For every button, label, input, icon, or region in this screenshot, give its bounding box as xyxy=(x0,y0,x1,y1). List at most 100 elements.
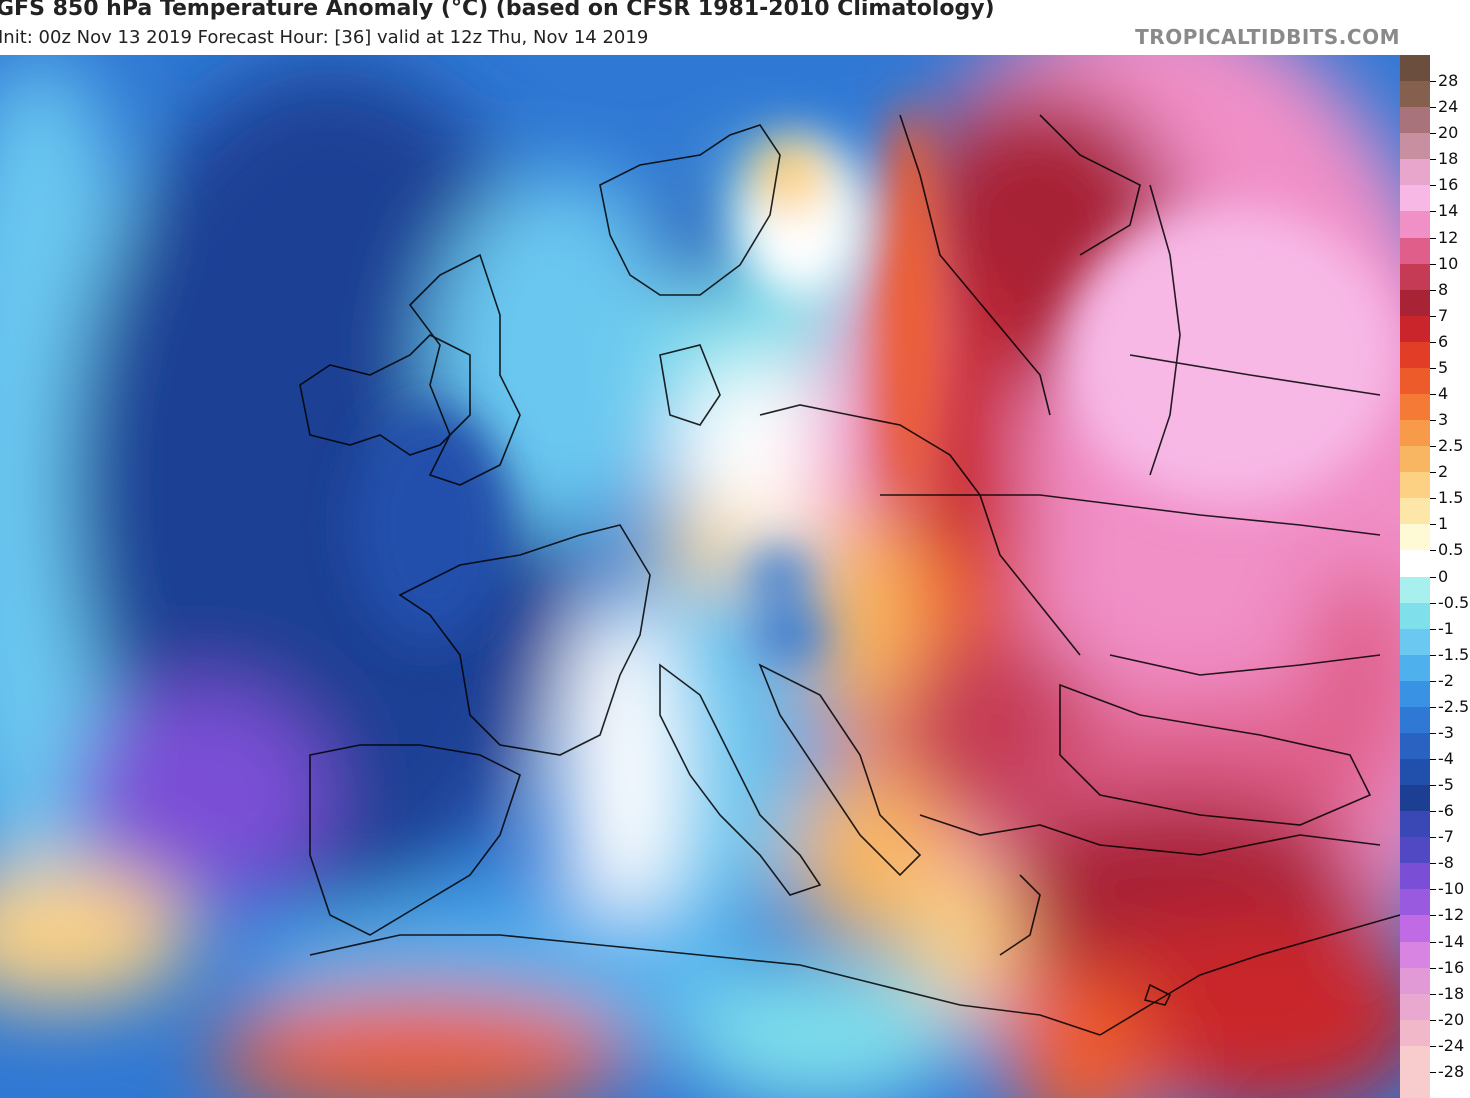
colorbar-label: 0.5 xyxy=(1438,540,1464,560)
colorbar-swatch xyxy=(1400,602,1430,630)
map-subtitle: Init: 00z Nov 13 2019 Forecast Hour: [36… xyxy=(0,27,649,48)
colorbar-label: 18 xyxy=(1438,149,1459,169)
colorbar-label: -14 xyxy=(1438,931,1465,951)
colorbar-label: -2 xyxy=(1438,670,1454,690)
colorbar-swatch xyxy=(1400,341,1430,369)
colorbar-swatch xyxy=(1400,289,1430,317)
anomaly-map xyxy=(0,55,1400,1098)
colorbar-label: -5 xyxy=(1438,775,1454,795)
colorbar-swatch xyxy=(1400,263,1430,291)
colorbar-label: 8 xyxy=(1438,279,1449,299)
colorbar-label: 1 xyxy=(1438,514,1449,534)
colorbar-label: 16 xyxy=(1438,175,1459,195)
colorbar-label: 3 xyxy=(1438,410,1449,430)
colorbar-label: 2.5 xyxy=(1438,436,1464,456)
colorbar-label: 28 xyxy=(1438,71,1459,91)
colorbar-label: 4 xyxy=(1438,383,1449,403)
colorbar-tick xyxy=(1430,263,1436,265)
colorbar-tick xyxy=(1430,1071,1436,1073)
colorbar: 28 24 20 18 16 14 12 10 8 7 6 5 4 3 2.5 2 1.5 1 0.5 0 -0.5 -1… xyxy=(1400,55,1470,1098)
colorbar-label: 0 xyxy=(1438,566,1449,586)
colorbar-tick xyxy=(1430,706,1436,708)
colorbar-label: -1 xyxy=(1438,618,1454,638)
colorbar-tick xyxy=(1430,420,1436,422)
colorbar-tick xyxy=(1430,524,1436,526)
colorbar-swatch xyxy=(1400,1071,1430,1098)
colorbar-label: 10 xyxy=(1438,253,1459,273)
colorbar-label: 5 xyxy=(1438,357,1449,377)
colorbar-label: -16 xyxy=(1438,957,1465,977)
colorbar-tick xyxy=(1430,107,1436,109)
colorbar-tick xyxy=(1430,602,1436,604)
colorbar-swatch xyxy=(1400,237,1430,265)
colorbar-tick xyxy=(1430,472,1436,474)
colorbar-label: 12 xyxy=(1438,227,1459,247)
colorbar-label: -1.5 xyxy=(1438,644,1470,664)
colorbar-swatch xyxy=(1400,524,1430,551)
colorbar-tick xyxy=(1430,1019,1436,1021)
colorbar-swatch xyxy=(1400,81,1430,108)
colorbar-swatch xyxy=(1400,811,1430,838)
colorbar-label: -3 xyxy=(1438,722,1454,742)
colorbar-label: -7 xyxy=(1438,827,1454,847)
colorbar-swatch xyxy=(1400,628,1430,656)
colorbar-swatch xyxy=(1400,863,1430,890)
colorbar-swatch xyxy=(1400,133,1430,160)
colorbar-label: 24 xyxy=(1438,97,1459,117)
colorbar-tick xyxy=(1430,237,1436,239)
colorbar-tick xyxy=(1430,289,1436,291)
colorbar-swatch xyxy=(1400,837,1430,864)
colorbar-swatch xyxy=(1400,759,1430,786)
colorbar-label: -12 xyxy=(1438,905,1465,925)
colorbar-swatch xyxy=(1400,785,1430,812)
colorbar-tick xyxy=(1430,811,1436,813)
colorbar-label: 20 xyxy=(1438,123,1459,143)
colorbar-swatch xyxy=(1400,159,1430,186)
colorbar-swatch xyxy=(1400,367,1430,395)
colorbar-tick xyxy=(1430,211,1436,213)
colorbar-tick xyxy=(1430,863,1436,865)
colorbar-swatch xyxy=(1400,315,1430,343)
colorbar-tick xyxy=(1430,446,1436,448)
colorbar-swatch xyxy=(1400,498,1430,525)
colorbar-swatch xyxy=(1400,889,1430,916)
colorbar-swatch xyxy=(1400,211,1430,238)
colorbar-label: -6 xyxy=(1438,801,1454,821)
anomaly-map-svg xyxy=(0,55,1400,1098)
colorbar-swatch xyxy=(1400,446,1430,473)
colorbar-label: -20 xyxy=(1438,1009,1465,1029)
colorbar-label: 2 xyxy=(1438,462,1449,482)
colorbar-tick xyxy=(1430,837,1436,839)
colorbar-tick xyxy=(1430,993,1436,995)
colorbar-swatch xyxy=(1400,680,1430,708)
colorbar-label: 14 xyxy=(1438,201,1459,221)
colorbar-label: -2.5 xyxy=(1438,696,1470,716)
header: GFS 850 hPa Temperature Anomaly (°C) (ba… xyxy=(0,0,1470,52)
colorbar-tick xyxy=(1430,81,1436,83)
colorbar-tick xyxy=(1430,967,1436,969)
colorbar-tick xyxy=(1430,1045,1436,1047)
colorbar-swatch xyxy=(1400,550,1430,577)
colorbar-label: 1.5 xyxy=(1438,488,1464,508)
colorbar-tick xyxy=(1430,133,1436,135)
colorbar-tick xyxy=(1430,889,1436,891)
colorbar-label: -28 xyxy=(1438,1061,1465,1081)
colorbar-tick xyxy=(1430,576,1436,578)
colorbar-swatch xyxy=(1400,420,1430,447)
colorbar-tick xyxy=(1430,915,1436,917)
colorbar-swatch xyxy=(1400,915,1430,943)
colorbar-swatch xyxy=(1400,393,1430,421)
colorbar-label: -4 xyxy=(1438,749,1454,769)
colorbar-swatch xyxy=(1400,654,1430,682)
colorbar-label: -10 xyxy=(1438,879,1465,899)
colorbar-label: -18 xyxy=(1438,983,1465,1003)
colorbar-swatch xyxy=(1400,576,1430,604)
colorbar-swatch xyxy=(1400,941,1430,969)
colorbar-label: 6 xyxy=(1438,331,1449,351)
colorbar-swatch xyxy=(1400,472,1430,499)
colorbar-label: -8 xyxy=(1438,853,1454,873)
colorbar-tick xyxy=(1430,680,1436,682)
colorbar-swatch xyxy=(1400,1045,1430,1073)
colorbar-tick xyxy=(1430,315,1436,317)
colorbar-tick xyxy=(1430,941,1436,943)
